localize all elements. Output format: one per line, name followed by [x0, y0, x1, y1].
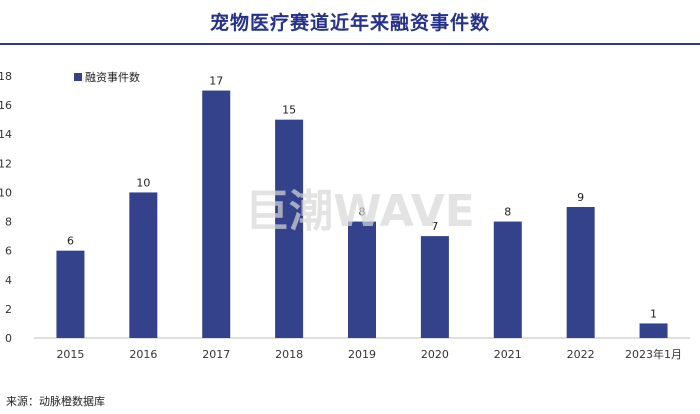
y-tick-label: 6 — [5, 245, 12, 258]
y-tick-label: 4 — [5, 274, 12, 287]
legend-swatch — [74, 73, 82, 81]
data-label: 15 — [282, 104, 296, 117]
source-note: 来源：动脉橙数据库 — [6, 395, 105, 408]
y-tick-label: 2 — [5, 303, 12, 316]
bar — [639, 323, 668, 338]
x-tick-label: 2015 — [56, 348, 84, 361]
data-label: 1 — [650, 307, 657, 320]
x-tick-label: 2020 — [421, 348, 449, 361]
y-tick-label: 0 — [5, 332, 12, 345]
x-tick-label: 2021 — [494, 348, 522, 361]
x-axis-ticks: 2015 2016 2017 2018 2019 2020 2021 2022 2023年1月 — [56, 347, 682, 361]
x-tick-label: 2023年1月 — [625, 347, 682, 361]
legend-label: 融资事件数 — [85, 71, 140, 84]
bars — [56, 90, 668, 339]
data-label: 10 — [136, 176, 150, 189]
y-axis-ticks: 0 2 4 6 8 10 12 14 16 18 — [0, 70, 12, 345]
x-tick-label: 2017 — [202, 348, 230, 361]
data-label: 7 — [431, 220, 438, 233]
title-divider — [0, 43, 700, 45]
bar — [566, 207, 595, 338]
bar — [348, 221, 376, 338]
bar — [275, 119, 304, 339]
y-tick-label: 12 — [0, 157, 12, 170]
bar — [129, 192, 158, 338]
x-tick-label: 2019 — [348, 348, 376, 361]
data-label: 8 — [504, 206, 511, 219]
data-label: 8 — [359, 206, 366, 219]
bar — [56, 250, 85, 338]
data-label: 6 — [67, 235, 74, 248]
watermark: 巨潮WAVE — [245, 186, 475, 237]
data-label: 9 — [577, 191, 584, 204]
y-tick-label: 10 — [0, 186, 12, 199]
data-labels: 6 10 17 15 8 7 8 9 1 — [67, 75, 657, 321]
bar — [202, 90, 231, 338]
y-tick-label: 14 — [0, 128, 12, 141]
x-tick-label: 2022 — [567, 348, 595, 361]
x-tick-label: 2018 — [275, 348, 303, 361]
y-tick-label: 18 — [0, 70, 12, 83]
bar — [420, 236, 449, 338]
legend: 融资事件数 — [74, 71, 140, 84]
x-tick-label: 2016 — [129, 348, 157, 361]
chart-title: 宠物医疗赛道近年来融资事件数 — [209, 12, 490, 34]
y-tick-label: 8 — [5, 216, 12, 229]
data-label: 17 — [209, 75, 223, 88]
y-tick-label: 16 — [0, 99, 12, 112]
bar — [493, 221, 522, 338]
